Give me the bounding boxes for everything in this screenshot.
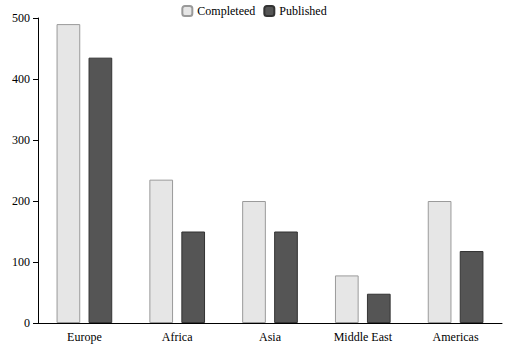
svg-text:Middle East: Middle East (334, 330, 393, 344)
svg-text:0: 0 (24, 316, 30, 330)
svg-text:100: 100 (12, 255, 30, 269)
svg-text:200: 200 (12, 194, 30, 208)
svg-text:300: 300 (12, 133, 30, 147)
svg-text:Published: Published (279, 4, 326, 18)
svg-text:500: 500 (12, 11, 30, 25)
svg-text:Europe: Europe (67, 330, 102, 344)
svg-text:Asia: Asia (259, 330, 282, 344)
svg-text:Completeed: Completeed (197, 4, 255, 18)
svg-text:Americas: Americas (433, 330, 479, 344)
svg-text:Africa: Africa (162, 330, 193, 344)
svg-text:400: 400 (12, 72, 30, 86)
